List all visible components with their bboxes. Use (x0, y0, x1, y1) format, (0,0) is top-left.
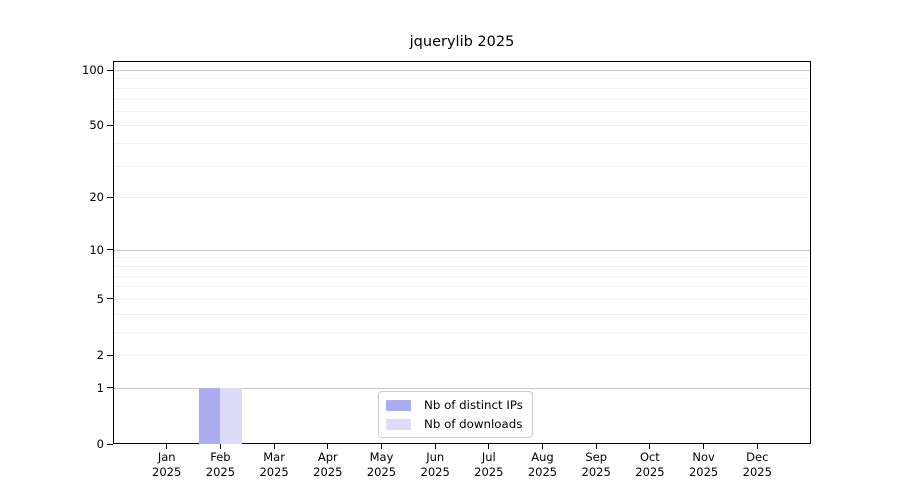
legend-swatch-distinct-ips (386, 399, 411, 411)
x-tick-label: Jul 2025 (474, 450, 504, 479)
x-tick-label: Apr 2025 (313, 450, 343, 479)
legend-label-downloads: Nb of downloads (424, 417, 523, 431)
gridline-minor (114, 197, 810, 199)
legend-label-distinct-ips: Nb of distinct IPs (424, 398, 523, 412)
chart-title: jquerylib 2025 (409, 34, 515, 50)
legend-item-distinct-ips: Nb of distinct IPs (386, 398, 523, 412)
x-tick (219, 444, 221, 449)
legend: Nb of distinct IPs Nb of downloads (378, 391, 533, 438)
gridline-major (114, 70, 810, 71)
x-tick (595, 444, 597, 449)
x-tick (434, 444, 436, 449)
gridline-minor (114, 286, 810, 288)
y-tick-label: 20 (89, 190, 104, 205)
x-tick-label: Jan 2025 (152, 450, 182, 479)
y-tick-label: 0 (96, 437, 104, 451)
x-tick (756, 444, 758, 449)
gridline-minor (114, 98, 810, 100)
x-tick-label: Oct 2025 (635, 450, 665, 479)
y-tick (107, 387, 113, 389)
y-tick-label: 50 (89, 118, 104, 133)
y-tick (107, 443, 113, 445)
gridline-minor (114, 275, 810, 277)
gridline-minor (114, 78, 810, 80)
gridline-major (114, 387, 810, 389)
x-tick-label: Dec 2025 (742, 450, 772, 479)
gridline-minor (114, 143, 810, 145)
x-tick-label: Nov 2025 (688, 450, 719, 479)
y-tick-label: 100 (82, 63, 104, 77)
x-tick-label: Aug 2025 (527, 450, 558, 479)
x-tick (649, 444, 651, 449)
x-tick (327, 444, 329, 449)
y-tick-label: 10 (89, 242, 104, 257)
x-tick (380, 444, 383, 449)
y-tick (107, 354, 113, 356)
legend-swatch-downloads (386, 418, 411, 430)
gridline-minor (114, 110, 810, 112)
y-tick-label: 5 (96, 291, 104, 306)
y-tick-label: 2 (96, 348, 104, 362)
x-tick (273, 444, 275, 449)
gridline-minor (114, 331, 810, 333)
y-tick (107, 196, 113, 198)
gridline-minor (114, 87, 810, 89)
x-tick (541, 444, 544, 449)
plot-area (113, 61, 811, 444)
x-tick-label: Jun 2025 (420, 450, 450, 479)
legend-item-downloads: Nb of downloads (386, 417, 523, 431)
x-tick-label: Feb 2025 (205, 450, 236, 479)
bar-nb-of-downloads (220, 387, 242, 444)
x-tick-label: May 2025 (366, 450, 397, 479)
y-tick (107, 249, 113, 251)
x-tick (166, 444, 168, 449)
y-tick (107, 69, 113, 71)
x-tick (703, 444, 705, 449)
gridline-minor (114, 257, 810, 259)
gridline-minor (114, 298, 810, 300)
x-tick (488, 444, 490, 449)
gridline-minor (114, 265, 810, 267)
gridline-minor (114, 355, 810, 356)
gridline-minor (114, 313, 810, 315)
gridline-major (114, 249, 810, 251)
y-tick (107, 124, 113, 127)
y-tick (107, 298, 113, 300)
y-tick-label: 1 (96, 380, 104, 395)
gridline-minor (114, 125, 810, 127)
x-tick-label: Mar 2025 (259, 450, 289, 479)
gridline-minor (114, 165, 810, 167)
x-tick-label: Sep 2025 (581, 450, 611, 479)
bar-nb-of-distinct-ips (198, 387, 221, 444)
